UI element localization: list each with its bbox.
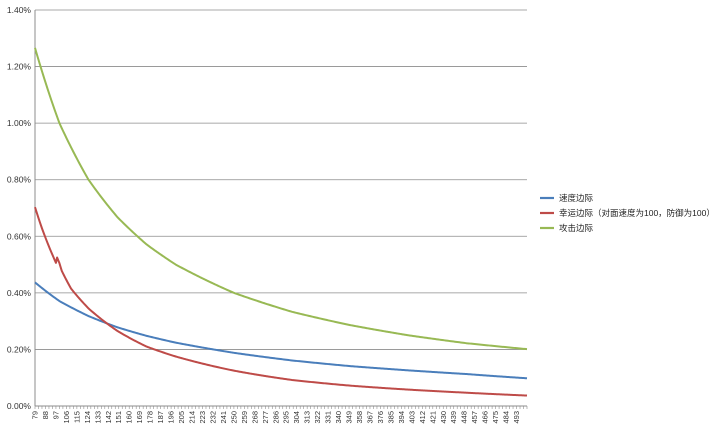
x-tick-label: 187 — [156, 411, 165, 424]
x-tick-label: 304 — [292, 411, 301, 424]
x-tick-label: 394 — [397, 411, 406, 424]
x-tick-label: 124 — [83, 411, 92, 424]
x-tick-label: 421 — [428, 411, 437, 424]
x-axis-ticks: 79 88 97 106 115 124 133 142 151 160 169 178 187 196 2… — [31, 406, 528, 424]
x-tick-label: 205 — [177, 411, 186, 424]
legend-label: 攻击边际 — [559, 223, 594, 233]
x-tick-label: 214 — [188, 411, 197, 424]
x-tick-label: 169 — [135, 411, 144, 424]
plot-area — [34, 47, 528, 397]
x-tick-label: 259 — [240, 411, 249, 424]
x-tick-label: 241 — [219, 411, 228, 424]
series-line — [34, 281, 528, 380]
x-tick-label: 349 — [345, 411, 354, 424]
x-tick-label: 250 — [229, 411, 238, 424]
x-tick-label: 295 — [282, 411, 291, 424]
series-line — [34, 47, 528, 351]
x-tick-label: 466 — [481, 411, 490, 424]
y-tick-label: 1.40% — [7, 5, 32, 15]
gridlines — [35, 9, 527, 350]
legend-label: 速度边际 — [559, 193, 594, 203]
x-tick-label: 448 — [460, 411, 469, 424]
x-tick-label: 88 — [41, 411, 50, 419]
x-tick-label: 151 — [114, 411, 123, 424]
y-tick-label: 0.20% — [7, 344, 32, 354]
y-tick-label: 1.20% — [7, 62, 32, 72]
x-tick-label: 160 — [125, 411, 134, 424]
x-tick-label: 385 — [386, 411, 395, 424]
x-tick-label: 439 — [449, 411, 458, 424]
x-tick-label: 403 — [407, 411, 416, 424]
x-tick-label: 268 — [250, 411, 259, 424]
y-tick-label: 0.80% — [7, 175, 32, 185]
x-tick-label: 484 — [502, 411, 511, 424]
y-tick-label: 0.60% — [7, 231, 32, 241]
x-tick-label: 106 — [62, 411, 71, 424]
y-tick-label: 0.00% — [7, 401, 32, 411]
x-tick-label: 358 — [355, 411, 364, 424]
x-tick-label: 367 — [365, 411, 374, 424]
legend-label: 幸运边际（对面速度为100，防御为100） — [559, 208, 715, 218]
x-tick-label: 313 — [303, 411, 312, 424]
x-tick-label: 322 — [313, 411, 322, 424]
y-axis-ticks: 0.00% 0.20% 0.40% 0.60% 0.80% 1.00% 1.20% 1.40% — [7, 5, 32, 411]
x-tick-label: 115 — [72, 411, 81, 423]
x-tick-label: 430 — [439, 411, 448, 424]
x-tick-label: 79 — [31, 411, 40, 419]
x-tick-label: 331 — [324, 411, 333, 424]
x-tick-label: 97 — [51, 411, 60, 419]
x-tick-label: 340 — [334, 411, 343, 424]
x-tick-label: 142 — [104, 411, 113, 424]
x-tick-label: 493 — [512, 411, 521, 424]
x-tick-label: 223 — [198, 411, 207, 424]
x-tick-label: 178 — [146, 411, 155, 424]
y-tick-label: 1.00% — [7, 118, 32, 128]
x-tick-label: 376 — [376, 411, 385, 424]
x-tick-label: 277 — [261, 411, 270, 424]
x-tick-label: 196 — [167, 411, 176, 424]
y-tick-label: 0.40% — [7, 288, 32, 298]
x-tick-label: 457 — [470, 411, 479, 424]
x-tick-label: 133 — [93, 411, 102, 424]
series-line — [34, 206, 528, 397]
x-tick-label: 232 — [208, 411, 217, 424]
x-tick-label: 286 — [271, 411, 280, 424]
x-tick-label: 412 — [418, 411, 427, 424]
x-tick-label: 475 — [491, 411, 500, 424]
